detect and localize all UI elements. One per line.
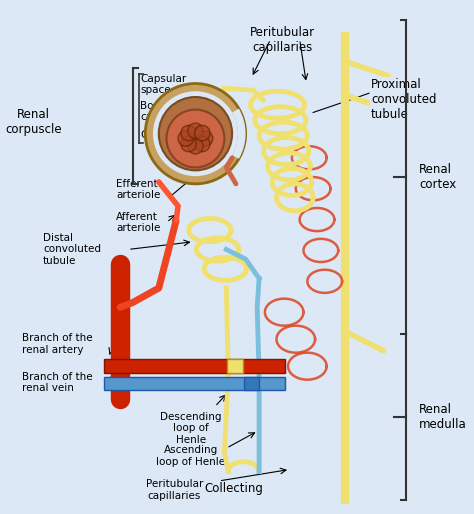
Text: Renal
medulla: Renal medulla <box>419 403 467 431</box>
Text: Branch of the
renal artery: Branch of the renal artery <box>22 333 92 355</box>
Circle shape <box>145 83 246 184</box>
Circle shape <box>188 123 203 138</box>
Circle shape <box>166 109 224 168</box>
Circle shape <box>194 136 210 152</box>
Circle shape <box>181 136 196 152</box>
Circle shape <box>194 125 210 141</box>
FancyBboxPatch shape <box>227 359 243 373</box>
Text: Renal
corpuscle: Renal corpuscle <box>5 108 62 136</box>
Circle shape <box>159 97 232 170</box>
Text: Descending
loop of
Henle: Descending loop of Henle <box>160 412 221 445</box>
Text: Efferent
arteriole: Efferent arteriole <box>116 179 161 200</box>
Text: Peritubular
capillaries: Peritubular capillaries <box>250 26 315 53</box>
Text: Proximal
convoluted
tubule: Proximal convoluted tubule <box>371 78 437 121</box>
Text: Peritubular
capillaries: Peritubular capillaries <box>146 479 203 501</box>
Text: Branch of the
renal vein: Branch of the renal vein <box>22 372 92 393</box>
Text: Renal
cortex: Renal cortex <box>419 163 456 191</box>
Circle shape <box>178 131 193 146</box>
Circle shape <box>181 125 196 141</box>
Text: Capsular
space: Capsular space <box>140 74 187 96</box>
Text: Ascending
loop of Henle: Ascending loop of Henle <box>156 445 225 467</box>
Circle shape <box>188 138 203 154</box>
Text: Distal
convoluted
tubule: Distal convoluted tubule <box>43 233 101 266</box>
Circle shape <box>197 131 213 146</box>
FancyBboxPatch shape <box>104 377 285 390</box>
Wedge shape <box>232 108 246 159</box>
Text: Glomerulus: Glomerulus <box>140 130 201 140</box>
FancyBboxPatch shape <box>104 359 285 373</box>
Circle shape <box>153 91 238 176</box>
Text: Bowman's
capsule: Bowman's capsule <box>140 101 194 122</box>
FancyBboxPatch shape <box>244 377 259 390</box>
Text: Afferent
arteriole: Afferent arteriole <box>116 212 161 233</box>
Text: Collecting: Collecting <box>205 483 264 495</box>
